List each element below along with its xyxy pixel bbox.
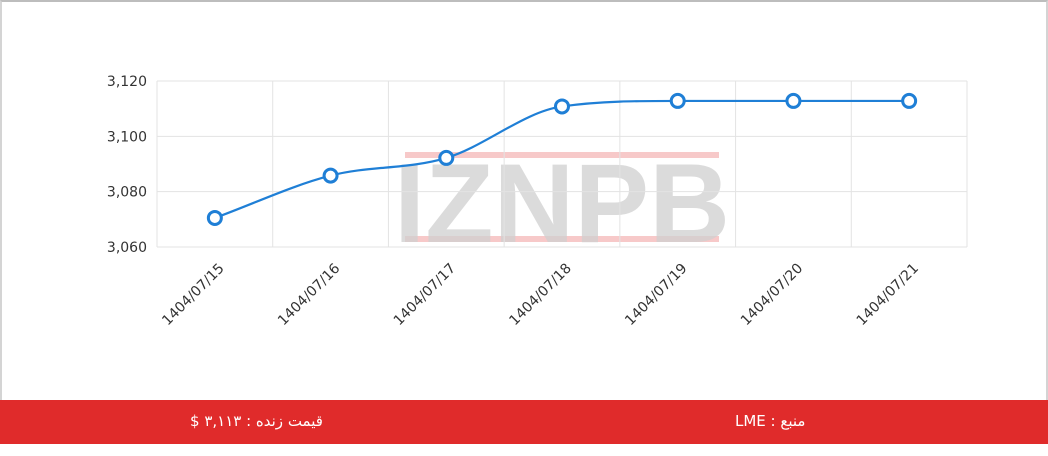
x-axis: 1404/07/15 1404/07/16 1404/07/17 1404/07/18…	[159, 260, 922, 328]
y-tick-label: 3,080	[107, 185, 147, 201]
y-tick-label: 3,060	[107, 240, 147, 256]
x-tick-label: 1404/07/17	[391, 261, 459, 329]
data-point[interactable]	[785, 92, 802, 109]
data-point[interactable]	[322, 167, 339, 184]
data-point[interactable]	[901, 92, 918, 109]
watermark-stripe	[405, 236, 719, 242]
y-tick-label: 3,120	[107, 74, 147, 90]
data-points	[206, 92, 918, 226]
data-point[interactable]	[554, 98, 570, 115]
data-point[interactable]	[438, 149, 455, 166]
x-tick-label: 1404/07/18	[506, 261, 574, 329]
source-label: منبع : LME	[735, 412, 806, 430]
footer-gap	[0, 444, 1048, 456]
live-price: قیمت زنده : ۳,۱۱۳ $	[190, 412, 323, 430]
data-point[interactable]	[669, 92, 686, 109]
data-point[interactable]	[206, 209, 223, 226]
x-tick-label: 1404/07/19	[622, 261, 690, 329]
y-tick-label: 3,100	[107, 129, 147, 145]
x-tick-label: 1404/07/21	[854, 261, 922, 329]
watermark-stripe	[405, 152, 719, 158]
x-tick-label: 1404/07/16	[275, 260, 343, 328]
chart-grid	[156, 80, 968, 248]
x-tick-label: 1404/07/20	[738, 261, 806, 329]
y-axis: 3,060 3,080 3,100 3,120	[107, 74, 147, 256]
info-bar: قیمت زنده : ۳,۱۱۳ $ منبع : LME	[0, 400, 1048, 444]
x-tick-label: 1404/07/15	[159, 261, 227, 329]
